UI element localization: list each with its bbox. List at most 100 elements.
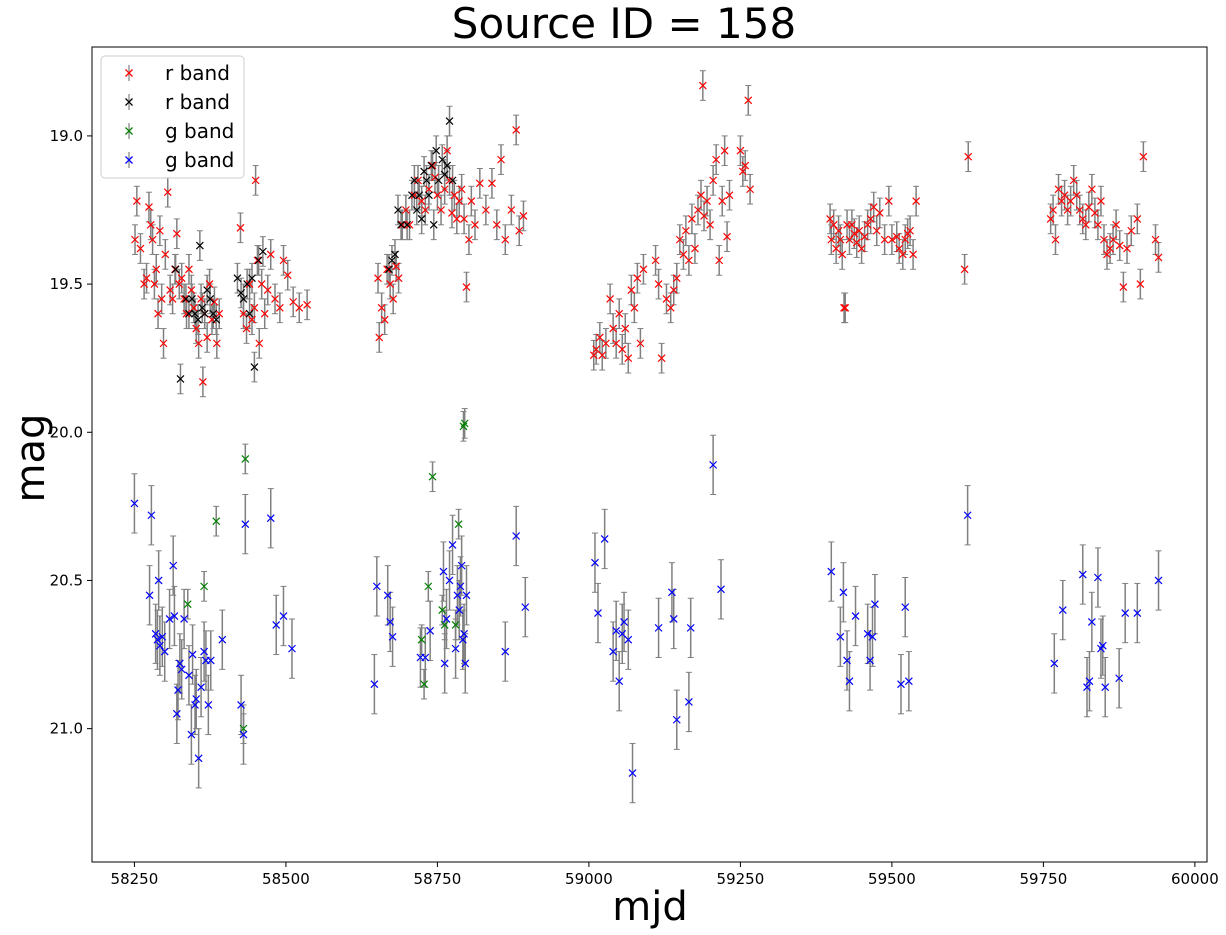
data-point [1051, 235, 1060, 244]
data-point [615, 309, 624, 318]
data-point [158, 632, 167, 641]
data-point [717, 585, 725, 594]
data-point [148, 235, 157, 244]
data-point [1058, 606, 1067, 615]
x-tick-label: 58750 [414, 870, 462, 888]
data-point [372, 582, 381, 591]
data-point [168, 294, 177, 303]
data-point [392, 262, 401, 271]
data-point [241, 520, 250, 529]
legend-item: r band [125, 90, 230, 114]
data-point [421, 653, 430, 662]
data-point [1069, 176, 1078, 185]
data-point [452, 214, 461, 223]
data-point [151, 629, 160, 638]
data-point [155, 641, 164, 650]
data-point [182, 294, 190, 303]
y-tick-label: 20.5 [50, 571, 83, 589]
data-point [847, 220, 856, 229]
data-point [618, 345, 627, 354]
data-point [458, 635, 467, 644]
data-point [245, 309, 254, 318]
data-point [897, 680, 905, 689]
data-point [391, 250, 399, 259]
data-point [180, 294, 189, 303]
data-point [488, 179, 496, 188]
data-point [386, 280, 395, 289]
data-point [375, 333, 384, 342]
data-point [887, 235, 896, 244]
data-point [206, 294, 215, 303]
data-point [146, 220, 155, 229]
data-point [428, 472, 437, 481]
x-axis-ticks: 58250 58500 58750 59000 59250 59500 59750 60000 [111, 862, 1219, 888]
data-point [1093, 220, 1102, 229]
data-point [205, 280, 214, 289]
legend-label: g band [165, 148, 234, 172]
data-point [519, 212, 528, 220]
data-point [639, 265, 648, 274]
data-point [248, 274, 256, 283]
y-axis-label: mag [8, 414, 54, 503]
data-point [627, 286, 636, 294]
data-point [839, 588, 848, 597]
data-point [233, 274, 242, 283]
data-point [960, 265, 969, 274]
data-point [283, 271, 292, 280]
data-point [612, 339, 621, 348]
data-point [1109, 235, 1117, 244]
data-point [454, 520, 463, 529]
data-point [389, 294, 398, 303]
data-point [242, 324, 251, 333]
data-point [189, 303, 198, 312]
data-point [131, 235, 139, 244]
data-point [868, 632, 877, 641]
data-point [1151, 235, 1160, 244]
data-point [448, 540, 457, 549]
data-point [620, 618, 628, 626]
x-tick-label: 60000 [1171, 870, 1219, 888]
y-tick-label: 19.0 [50, 127, 83, 145]
data-point [239, 730, 248, 739]
data-point [140, 280, 149, 289]
data-point [1078, 570, 1087, 579]
data-point [456, 582, 465, 591]
data-point [1101, 683, 1110, 692]
data-point [197, 683, 206, 692]
data-point [1075, 206, 1084, 214]
data-point [838, 250, 847, 259]
data-point [421, 206, 430, 214]
data-point [700, 212, 708, 220]
data-point [840, 303, 848, 312]
data-point [427, 161, 436, 170]
data-point [289, 297, 298, 306]
data-point [132, 197, 141, 206]
data-point [445, 117, 454, 126]
data-point [1133, 609, 1142, 617]
data-point [154, 576, 163, 585]
data-point [475, 179, 484, 188]
data-point [383, 591, 392, 600]
data-point [609, 647, 618, 656]
data-point [279, 612, 288, 620]
data-point [380, 315, 389, 324]
data-point [442, 615, 451, 623]
data-point [188, 650, 197, 659]
data-point [145, 203, 153, 211]
data-point [152, 265, 161, 274]
data-point [1106, 244, 1114, 253]
data-point [209, 309, 218, 318]
data-point [212, 315, 221, 324]
data-point [424, 582, 433, 591]
data-point [426, 626, 435, 635]
data-point [657, 354, 666, 363]
data-point [257, 280, 266, 289]
data-point [374, 274, 382, 283]
data-point [741, 161, 750, 170]
data-point [455, 197, 464, 206]
data-point [440, 170, 449, 179]
data-point [467, 197, 476, 206]
data-point [1050, 659, 1059, 668]
plot-frame [91, 46, 1208, 863]
data-point [174, 686, 182, 695]
